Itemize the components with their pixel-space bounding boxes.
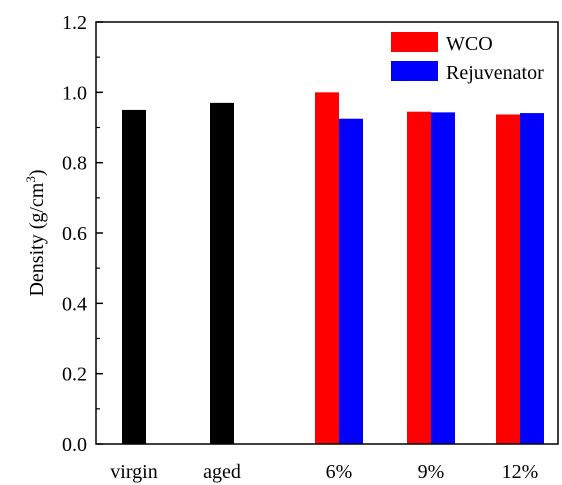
y-tick-label: 0.2 [62,364,87,386]
legend-swatch-wco [391,32,438,52]
bar-rejuvenator-9pct [431,112,455,445]
x-tick-label: aged [203,461,241,483]
bar-aged [210,102,234,444]
x-tick-label: 9% [418,461,445,483]
legend-swatch-rejuvenator [391,61,438,81]
y-tick-label: 0.0 [62,434,87,456]
legend-label-wco: WCO [446,33,493,55]
y-axis-title-superscript: 3 [23,176,38,183]
bar-rejuvenator-6pct [339,118,363,444]
legend-label-rejuvenator: Rejuvenator [446,62,544,84]
y-tick-label: 0.8 [62,153,87,175]
bars [122,92,544,445]
y-tick-labels: 0.0 0.2 0.4 0.6 0.8 1.0 1.2 [62,12,87,456]
y-axis-title: Density (g/cm3) [23,169,48,296]
x-tick-label: 12% [502,461,539,483]
y-tick-label: 1.2 [62,12,87,34]
bar-rejuvenator-12pct [520,113,544,444]
y-ticks [96,21,103,445]
bar-wco-12pct [496,114,520,444]
x-tick-labels: virgin aged 6% 9% 12% [110,461,538,483]
bar-virgin [122,109,146,445]
bar-wco-9pct [407,111,431,445]
y-tick-label: 1.0 [62,82,87,104]
legend: WCO Rejuvenator [391,32,544,84]
x-tick-label: virgin [110,461,157,483]
x-tick-label: 6% [326,461,353,483]
y-tick-label: 0.4 [62,293,87,315]
bar-wco-6pct [315,92,339,444]
y-tick-label: 0.6 [62,223,87,245]
